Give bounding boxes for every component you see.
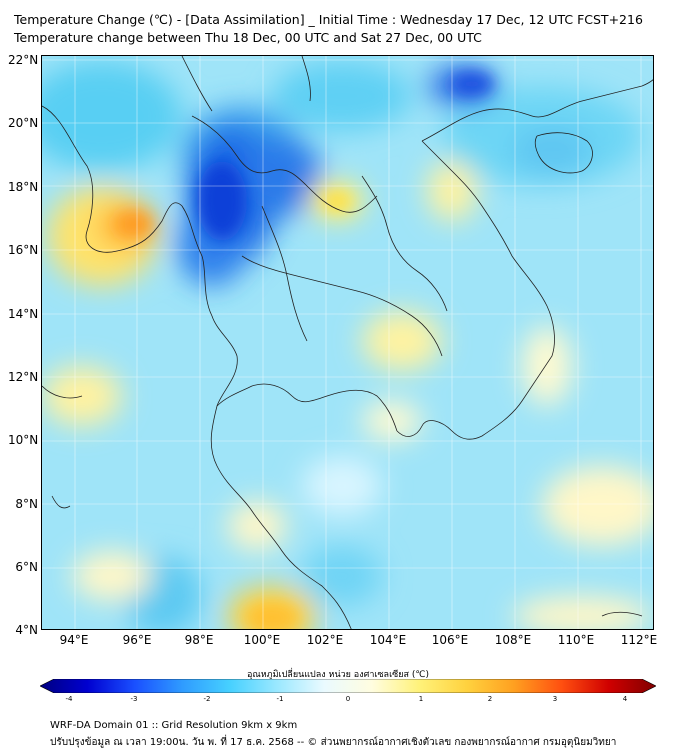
x-tick-label: 106°E bbox=[431, 633, 469, 647]
y-tick-label: 12°N bbox=[8, 370, 39, 384]
colorbar-tick-label: -1 bbox=[276, 695, 284, 703]
colorbar-tick-label: -4 bbox=[65, 695, 73, 703]
y-tick-label: 18°N bbox=[8, 180, 39, 194]
map-title: Temperature Change (℃) - [Data Assimilat… bbox=[14, 12, 643, 27]
y-tick-label: 20°N bbox=[8, 116, 39, 130]
colorbar-tick-label: 3 bbox=[552, 695, 558, 703]
colorbar-title: อุณหภูมิเปลี่ยนแปลง หน่วย องศาเซลเซียส (… bbox=[246, 670, 430, 680]
y-tick-label: 8°N bbox=[15, 497, 38, 511]
x-tick-label: 108°E bbox=[494, 633, 532, 647]
x-tick-label: 112°E bbox=[620, 633, 658, 647]
coastlines-borders bbox=[42, 56, 653, 629]
x-tick-label: 104°E bbox=[369, 633, 407, 647]
temperature-change-map bbox=[41, 55, 654, 630]
y-tick-label: 16°N bbox=[8, 243, 39, 257]
colorbar bbox=[40, 679, 656, 693]
colorbar-tick-label: -2 bbox=[203, 695, 211, 703]
colorbar-tick-label: 1 bbox=[418, 695, 424, 703]
colorbar-tick-label: 4 bbox=[622, 695, 628, 703]
y-tick-label: 22°N bbox=[8, 53, 39, 67]
map-subtitle: Temperature change between Thu 18 Dec, 0… bbox=[14, 30, 482, 45]
y-tick-label: 6°N bbox=[15, 560, 38, 574]
colorbar-gradient bbox=[40, 679, 656, 693]
y-tick-label: 14°N bbox=[8, 307, 39, 321]
footer-update-info: ปรับปรุงข้อมูล ณ เวลา 19:00น. วัน พ. ที่… bbox=[50, 737, 617, 748]
x-tick-label: 102°E bbox=[306, 633, 344, 647]
footer-domain-info: WRF-DA Domain 01 :: Grid Resolution 9km … bbox=[50, 720, 298, 731]
y-tick-label: 4°N bbox=[15, 623, 38, 637]
map-field bbox=[42, 56, 653, 629]
x-tick-label: 100°E bbox=[243, 633, 281, 647]
x-tick-label: 96°E bbox=[122, 633, 152, 647]
colorbar-tick-label: 0 bbox=[345, 695, 351, 703]
x-tick-label: 98°E bbox=[184, 633, 214, 647]
colorbar-tick-label: 2 bbox=[487, 695, 493, 703]
grid-lines bbox=[42, 56, 653, 629]
x-tick-label: 110°E bbox=[557, 633, 595, 647]
y-tick-label: 10°N bbox=[8, 433, 39, 447]
x-tick-label: 94°E bbox=[59, 633, 89, 647]
temperature-field bbox=[42, 61, 653, 629]
colorbar-tick-label: -3 bbox=[130, 695, 138, 703]
